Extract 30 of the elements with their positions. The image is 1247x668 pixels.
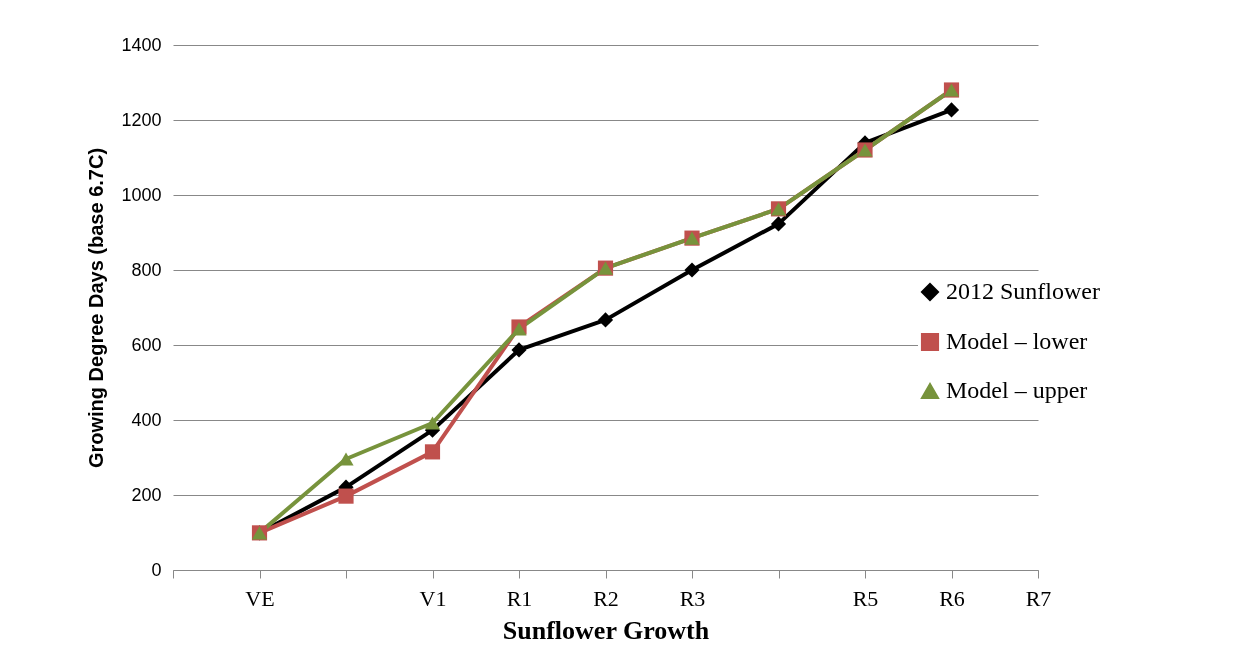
point <box>597 312 614 328</box>
point <box>338 488 354 504</box>
x-tick-label: VE <box>245 585 275 611</box>
legend-label: 2012 Sunflower <box>946 278 1100 304</box>
x-tick-label: R7 <box>1025 585 1052 611</box>
y-tick-label: 800 <box>131 259 162 280</box>
legend-label: Model – upper <box>946 377 1088 403</box>
y-tick-label: 600 <box>131 334 162 355</box>
y-axis-title: Growing Degree Days (base 6.7C) <box>85 147 108 469</box>
x-axis-title: Sunflower Growth <box>502 615 710 645</box>
point <box>511 342 527 358</box>
y-tick-label: 200 <box>131 484 162 505</box>
point <box>424 444 441 460</box>
y-tick-label: 400 <box>131 409 162 430</box>
x-tick-label: R1 <box>506 585 533 611</box>
point <box>943 102 960 118</box>
point <box>684 262 700 278</box>
x-tick-label: R6 <box>939 585 965 611</box>
y-tick-label: 1000 <box>121 184 162 205</box>
x-tick-label: R3 <box>679 585 706 611</box>
point <box>770 216 787 232</box>
y-tick-label: 1200 <box>121 109 162 130</box>
y-tick-label: 0 <box>151 559 162 580</box>
point <box>424 416 441 430</box>
y-tick-label: 1400 <box>121 34 162 55</box>
point <box>338 452 354 466</box>
x-tick-label: R5 <box>852 585 879 611</box>
legend-label: Model – lower <box>946 328 1088 354</box>
x-tick-label: V1 <box>419 585 447 611</box>
x-tick-label: R2 <box>593 585 619 611</box>
